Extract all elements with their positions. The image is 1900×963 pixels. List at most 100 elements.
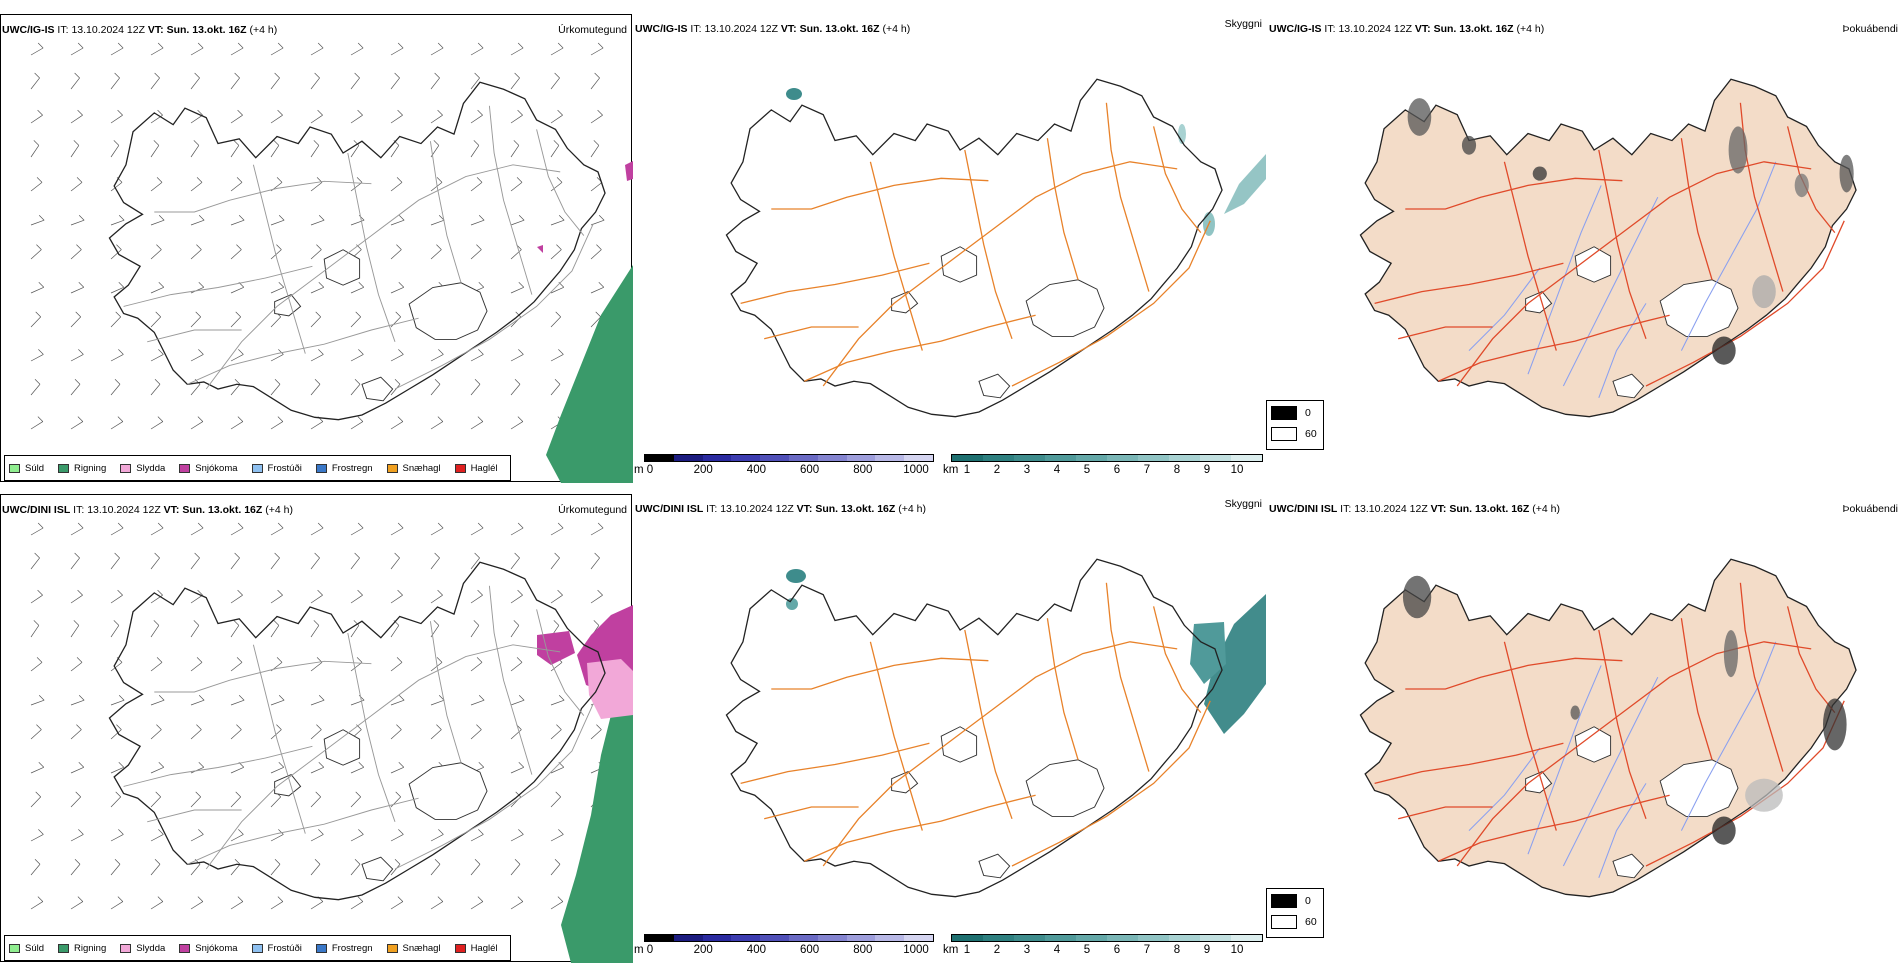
colorbar-tick: 1000 <box>903 464 929 476</box>
wind-barb-flag <box>478 282 485 288</box>
road <box>1739 582 1784 772</box>
wind-barb <box>390 316 401 328</box>
wind-barb <box>590 77 600 90</box>
wind-barb <box>190 77 200 90</box>
fog-indicator <box>1407 98 1854 365</box>
wind-barb <box>470 182 483 192</box>
legend-label: Frostregn <box>331 942 373 954</box>
legend-item: Súld <box>9 463 44 474</box>
wind-barb-flag <box>313 140 320 146</box>
wind-barb <box>70 384 81 396</box>
wind-barb <box>230 901 244 910</box>
wind-barb-flag <box>155 791 161 798</box>
wind-barb <box>190 421 204 430</box>
wind-barb <box>430 77 440 90</box>
wind-barb <box>30 77 40 90</box>
wind-barb <box>430 47 444 56</box>
wind-barb <box>270 594 283 604</box>
wind-barb <box>390 354 404 362</box>
wind-barb <box>110 864 121 876</box>
wind-barb <box>510 901 524 910</box>
legend-swatch <box>386 463 398 473</box>
road <box>347 632 396 822</box>
wind-barb <box>30 662 43 672</box>
wind-barb-flag <box>36 177 43 183</box>
wind-barb <box>390 182 403 192</box>
wind-barb-flag <box>36 724 42 730</box>
wind-barb <box>150 527 164 536</box>
wind-barb <box>70 77 80 90</box>
wind-barb <box>270 354 284 362</box>
colorbar-strip <box>644 454 934 462</box>
wind-barb <box>470 834 484 842</box>
wind-barb <box>390 766 404 774</box>
glacier <box>408 762 488 820</box>
wind-barb-flag <box>355 311 361 318</box>
wind-barb <box>590 729 602 740</box>
wind-barb-flag <box>36 657 43 663</box>
wind-barb <box>590 114 603 124</box>
glacier <box>1574 726 1612 763</box>
wind-barb-flag <box>236 724 242 730</box>
wind-barb-flag <box>474 552 480 559</box>
wind-barb-flag <box>514 72 520 79</box>
colorbar-tick: 200 <box>693 944 713 956</box>
legend-swatch <box>454 463 466 473</box>
iceland <box>725 78 1223 418</box>
wind-barb-flag <box>117 42 124 49</box>
wind-barb <box>110 77 120 90</box>
road <box>123 265 313 307</box>
wind-barb-flag <box>437 589 443 596</box>
wind-barb-flag <box>517 896 524 902</box>
glacier <box>1025 759 1105 817</box>
wind-barb-flag <box>195 791 201 798</box>
wind-barb <box>150 316 161 328</box>
wind-barb-flag <box>358 214 365 221</box>
wind-barb <box>190 316 201 328</box>
wind-barb <box>230 249 242 260</box>
legend-label: Snæhagl <box>402 942 441 954</box>
wind-barb-flag <box>118 829 124 835</box>
wind-barb <box>430 864 441 876</box>
legend-swatch <box>58 943 70 953</box>
wind-barb <box>470 662 483 672</box>
road <box>147 809 242 823</box>
wind-barb <box>590 47 604 56</box>
road <box>205 164 561 390</box>
wind-barb-flag <box>357 589 363 596</box>
wind-barb-flag <box>276 177 283 183</box>
legend-item: Rigning <box>58 463 106 474</box>
wind-barb-flag <box>193 620 200 626</box>
wind-barb <box>550 145 560 158</box>
wind-barb <box>430 354 444 362</box>
wind-barb-flag <box>513 620 520 626</box>
wind-barb-flag <box>597 589 603 596</box>
wind-barb <box>430 901 444 910</box>
legend-swatch <box>315 943 327 953</box>
wind-barb <box>430 527 444 536</box>
coastline <box>108 81 606 421</box>
wind-barb <box>270 901 284 910</box>
road <box>252 164 306 354</box>
wind-barb <box>310 594 323 604</box>
wind-barb-flag <box>277 416 284 422</box>
wind-barb-flag <box>75 311 81 318</box>
wind-barb-flag <box>114 859 121 865</box>
wind-barb-flag <box>74 72 80 79</box>
wind-barb-flag <box>517 109 523 116</box>
glacier <box>323 249 361 286</box>
road <box>1405 657 1623 690</box>
wind-barb <box>150 384 161 396</box>
snow-area <box>625 161 633 181</box>
wind-barb <box>350 662 363 672</box>
wind-barb <box>110 557 120 570</box>
road <box>1152 126 1202 234</box>
wind-barb <box>510 699 525 706</box>
wind-barb <box>70 249 82 260</box>
legend-label: Rigning <box>74 462 107 474</box>
wind-barb <box>390 699 405 706</box>
wind-barb <box>390 625 400 638</box>
road <box>394 223 594 390</box>
legend-swatch <box>386 943 398 953</box>
wind-barb-flag <box>437 42 444 49</box>
